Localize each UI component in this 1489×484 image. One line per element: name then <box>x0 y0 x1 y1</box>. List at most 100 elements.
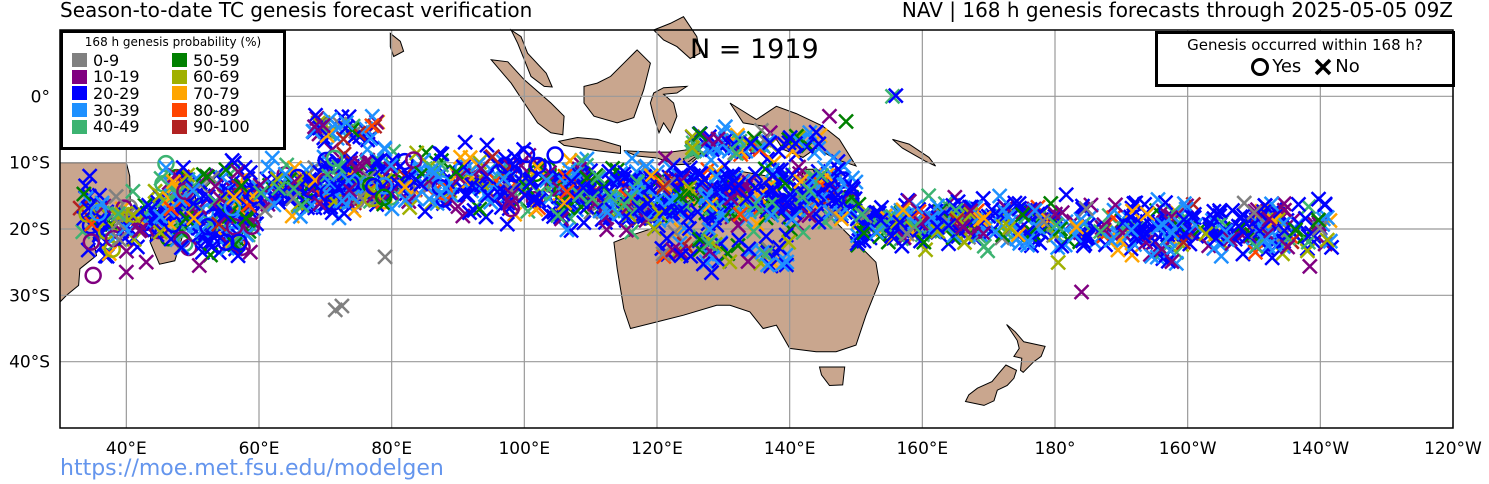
genesis-no-marker <box>780 234 797 251</box>
genesis-no-marker <box>421 191 438 208</box>
outcome-legend-row: Yes No <box>1158 56 1452 77</box>
genesis-no-marker <box>1247 244 1264 261</box>
genesis-no-marker <box>1123 221 1140 238</box>
genesis-no-marker <box>563 173 580 190</box>
lon-tick-label: 140°W <box>1291 439 1349 459</box>
lat-tick-label: 0° <box>31 87 50 107</box>
genesis-no-marker <box>484 148 501 165</box>
genesis-no-marker <box>655 248 672 265</box>
genesis-no-marker <box>1201 216 1217 233</box>
genesis-no-marker <box>1078 200 1095 217</box>
genesis-no-marker <box>125 183 141 200</box>
genesis-no-marker <box>732 206 749 223</box>
genesis-no-marker <box>758 228 775 245</box>
genesis-no-marker <box>1211 202 1228 219</box>
genesis-no-marker <box>466 202 483 219</box>
genesis-no-marker <box>657 150 674 166</box>
genesis-no-marker <box>240 197 257 213</box>
genesis-no-marker <box>559 221 575 238</box>
genesis-no-marker <box>1315 210 1332 227</box>
genesis-no-marker <box>623 224 640 240</box>
genesis-no-marker <box>153 170 170 187</box>
land-malay-peninsula <box>509 28 553 88</box>
genesis-no-marker <box>1001 219 1018 236</box>
genesis-no-marker <box>795 224 812 241</box>
genesis-no-marker <box>821 108 838 125</box>
genesis-no-marker <box>1048 217 1065 233</box>
genesis-no-marker <box>774 256 791 273</box>
genesis-no-marker <box>1079 226 1095 243</box>
genesis-no-marker <box>515 141 532 158</box>
genesis-no-marker <box>700 235 717 252</box>
genesis-no-marker <box>479 137 495 153</box>
genesis-no-marker <box>590 169 606 186</box>
legend-swatch <box>172 103 187 118</box>
genesis-no-marker <box>330 180 346 197</box>
land-solomon <box>892 138 936 167</box>
genesis-no-marker <box>1319 232 1336 248</box>
genesis-no-marker <box>740 240 757 257</box>
legend-label: 0-9 <box>93 50 120 70</box>
genesis-no-marker <box>138 254 155 271</box>
genesis-no-marker <box>1053 238 1070 255</box>
genesis-no-marker <box>915 234 932 250</box>
genesis-no-marker <box>579 151 595 167</box>
genesis-no-marker <box>598 221 615 238</box>
genesis-yes-marker <box>325 149 344 168</box>
genesis-no-marker <box>618 222 635 239</box>
genesis-yes-marker <box>103 240 122 258</box>
outcome-yes-label: Yes <box>1272 56 1302 77</box>
genesis-no-marker <box>976 210 992 227</box>
genesis-no-marker <box>801 182 818 199</box>
genesis-no-marker <box>813 167 830 184</box>
genesis-no-marker <box>1208 230 1224 247</box>
genesis-yes-marker <box>842 191 860 209</box>
genesis-no-marker <box>257 202 273 219</box>
genesis-no-marker <box>956 234 973 251</box>
genesis-no-marker <box>759 256 776 273</box>
land-sri-lanka <box>389 32 405 58</box>
genesis-no-marker <box>1279 239 1296 255</box>
genesis-no-marker <box>743 135 759 152</box>
genesis-no-marker <box>336 146 352 162</box>
genesis-no-marker <box>747 166 764 182</box>
lon-tick-label: 80°E <box>371 439 412 459</box>
genesis-no-marker <box>1264 249 1281 266</box>
legend-item: 70-79 <box>172 84 272 103</box>
genesis-no-marker <box>810 214 827 230</box>
genesis-no-marker <box>158 159 174 176</box>
legend-swatch <box>172 86 187 101</box>
genesis-no-marker <box>413 176 429 192</box>
genesis-no-marker <box>764 167 781 184</box>
genesis-no-marker <box>462 149 479 166</box>
genesis-no-marker <box>1323 239 1340 256</box>
genesis-yes-marker <box>230 233 248 252</box>
genesis-no-marker <box>350 161 366 178</box>
genesis-no-marker <box>417 203 433 220</box>
genesis-no-marker <box>185 210 202 226</box>
genesis-no-marker <box>1235 246 1251 262</box>
genesis-no-marker <box>906 214 923 231</box>
genesis-no-marker <box>80 200 97 217</box>
outcome-legend-title: Genesis occurred within 168 h? <box>1187 36 1423 54</box>
genesis-no-marker <box>778 256 795 273</box>
genesis-no-marker <box>264 150 281 167</box>
genesis-no-marker <box>397 192 414 209</box>
genesis-no-marker <box>924 210 940 226</box>
genesis-no-marker <box>929 223 946 240</box>
lon-tick-labels: 40°E 60°E 80°E 100°E 120°E 140°E 160°E 180° 160°… <box>106 439 1482 459</box>
legend-label: 90-100 <box>193 117 250 137</box>
outcome-yes: Yes <box>1250 56 1301 77</box>
genesis-no-marker <box>266 197 282 213</box>
genesis-no-marker <box>457 134 474 151</box>
genesis-no-marker <box>929 198 946 214</box>
legend-swatch <box>172 53 187 68</box>
genesis-no-marker <box>737 143 754 160</box>
genesis-no-marker <box>118 264 135 281</box>
genesis-no-marker <box>224 152 241 169</box>
genesis-no-marker <box>252 185 269 201</box>
genesis-no-marker <box>108 188 125 205</box>
genesis-no-marker <box>747 179 764 196</box>
genesis-no-marker <box>1301 258 1318 275</box>
source-url[interactable]: https://moe.met.fsu.edu/modelgen <box>60 456 444 481</box>
